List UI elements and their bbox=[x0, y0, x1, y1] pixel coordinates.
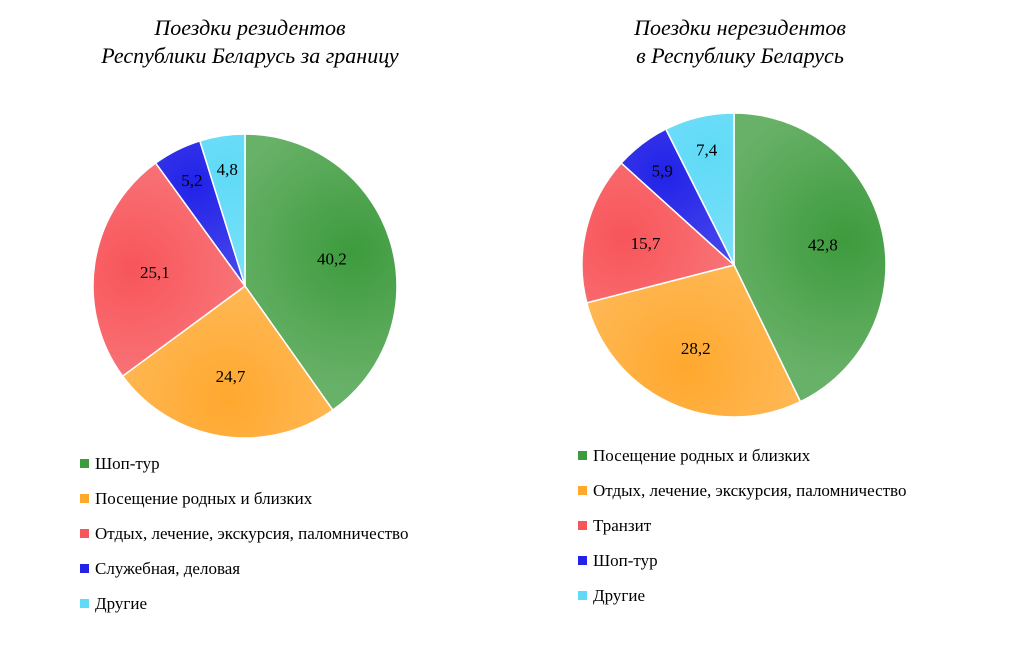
legend-swatch bbox=[578, 591, 587, 600]
chart-title-left: Поездки резидентов Республики Беларусь з… bbox=[40, 14, 460, 70]
legend-swatch bbox=[80, 494, 89, 503]
slice-value-label: 28,2 bbox=[681, 339, 711, 358]
pie-slice bbox=[121, 284, 334, 439]
chart-title-line: Поездки резидентов bbox=[154, 15, 346, 40]
legend-swatch bbox=[80, 599, 89, 608]
legend-label: Шоп-тур bbox=[593, 550, 658, 570]
legend-swatch bbox=[578, 521, 587, 530]
pie-slice bbox=[733, 112, 887, 403]
legend-item: Другие bbox=[80, 586, 408, 621]
slice-value-label: 4,8 bbox=[217, 160, 238, 179]
legend-item: Отдых, лечение, экскурсия, паломничество bbox=[80, 516, 408, 551]
pie-slice bbox=[92, 161, 247, 378]
slice-value-label: 5,9 bbox=[652, 162, 673, 181]
chart-title-right: Поездки нерезидентов в Республику Белару… bbox=[530, 14, 950, 70]
slice-value-label: 15,7 bbox=[631, 234, 661, 253]
slice-value-label: 5,2 bbox=[181, 171, 202, 190]
legend-swatch bbox=[80, 459, 89, 468]
legend-item: Посещение родных и близких bbox=[80, 481, 408, 516]
legend-left: Шоп-тур Посещение родных и близких Отдых, … bbox=[80, 446, 408, 621]
legend-swatch bbox=[80, 529, 89, 538]
legend-swatch bbox=[578, 556, 587, 565]
legend-item: Шоп-тур bbox=[80, 446, 408, 481]
legend-swatch bbox=[80, 564, 89, 573]
legend-label: Отдых, лечение, экскурсия, паломничество bbox=[95, 523, 409, 543]
legend-item: Служебная, деловая bbox=[80, 551, 408, 586]
legend-label: Транзит bbox=[593, 515, 652, 535]
legend-label: Посещение родных и близких bbox=[95, 488, 313, 508]
pie-slice bbox=[581, 161, 736, 304]
legend-swatch bbox=[578, 451, 587, 460]
pie-chart-left: 40,2 24,7 25,1 5,2 4,8 bbox=[92, 133, 398, 439]
legend-label: Отдых, лечение, экскурсия, паломничество bbox=[593, 480, 907, 500]
legend-label: Служебная, деловая bbox=[95, 558, 241, 578]
slice-value-label: 40,2 bbox=[317, 249, 347, 268]
legend-item: Посещение родных и близких bbox=[578, 438, 906, 473]
slice-value-label: 25,1 bbox=[140, 263, 170, 282]
legend-swatch bbox=[578, 486, 587, 495]
legend-right: Посещение родных и близких Отдых, лечение… bbox=[578, 438, 906, 613]
chart-title-line: Республики Беларусь за границу bbox=[101, 43, 399, 68]
legend-label: Другие bbox=[593, 585, 645, 605]
slice-value-label: 7,4 bbox=[696, 141, 718, 160]
pie-slice bbox=[244, 133, 398, 412]
pie-slice bbox=[585, 264, 802, 418]
pie-slice bbox=[664, 112, 735, 266]
legend-label: Посещение родных и близких bbox=[593, 445, 811, 465]
slice-value-label: 42,8 bbox=[808, 236, 838, 255]
legend-item: Шоп-тур bbox=[578, 543, 906, 578]
legend-label: Шоп-тур bbox=[95, 453, 160, 473]
pie-chart-right: 42,8 28,2 15,7 5,9 7,4 bbox=[581, 112, 887, 418]
legend-label: Другие bbox=[95, 593, 147, 613]
legend-item: Транзит bbox=[578, 508, 906, 543]
chart-title-line: в Республику Беларусь bbox=[636, 43, 844, 68]
pie-slice bbox=[198, 133, 246, 287]
legend-item: Другие bbox=[578, 578, 906, 613]
legend-item: Отдых, лечение, экскурсия, паломничество bbox=[578, 473, 906, 508]
chart-title-line: Поездки нерезидентов bbox=[634, 15, 846, 40]
slice-value-label: 24,7 bbox=[216, 367, 246, 386]
